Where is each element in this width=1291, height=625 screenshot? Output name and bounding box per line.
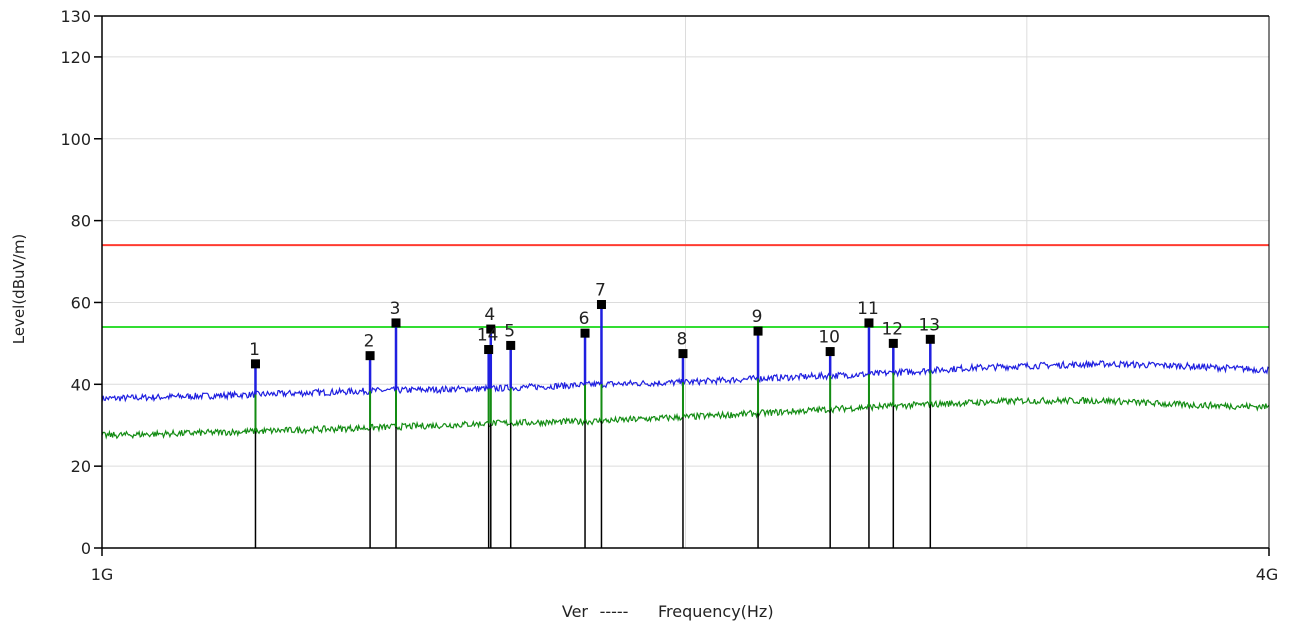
marker-label: 6 [579, 309, 590, 329]
limit-lines [102, 244, 1269, 329]
x-tick-label: 1G [91, 565, 114, 584]
grid-lines [102, 16, 1269, 548]
series-trace-1 [101, 359, 1270, 403]
marker-point [678, 349, 688, 359]
marker-point [250, 359, 260, 369]
marker-point [888, 338, 898, 348]
y-tick-label: 80 [71, 212, 91, 231]
y-tick-label: 60 [71, 293, 91, 312]
marker-label: 7 [595, 281, 606, 301]
y-tick-label: 120 [60, 48, 91, 67]
legend-dash: ----- [600, 602, 629, 621]
axes [101, 15, 1270, 549]
marker-point [365, 351, 375, 361]
marker-label: 13 [918, 315, 940, 335]
marker-label: 10 [818, 328, 840, 348]
marker-point [506, 340, 516, 350]
marker-point [864, 318, 874, 328]
marker-point [580, 328, 590, 338]
y-axis-label: Level(dBuV/m) [10, 234, 28, 345]
marker-point [825, 347, 835, 357]
x-axis-ticks: 1G 4G [91, 548, 1279, 584]
y-tick-label: 20 [71, 457, 91, 476]
x-axis-label: Frequency(Hz) [658, 602, 774, 621]
marker-label: 5 [504, 321, 515, 341]
marker-point [753, 326, 763, 336]
x-tick-label: 4G [1256, 565, 1279, 584]
y-tick-label: 130 [60, 7, 91, 26]
marker-point [391, 318, 401, 328]
y-axis-ticks: 0 20 40 60 80 100 120 130 [60, 7, 102, 558]
y-tick-label: 40 [71, 375, 91, 394]
marker-label: 1 [249, 340, 260, 360]
y-tick-label: 0 [81, 539, 91, 558]
marker-label: 8 [677, 330, 688, 350]
marker-label: 4 [484, 305, 495, 325]
marker-label: 3 [390, 299, 401, 319]
trace-series [101, 359, 1270, 440]
marker-label: 14 [477, 326, 499, 346]
marker-label: 9 [752, 307, 763, 327]
marker-point [486, 324, 496, 334]
marker-point [596, 300, 606, 310]
marker-point [925, 334, 935, 344]
marker-label: 12 [881, 319, 903, 339]
series-trace-2 [101, 395, 1270, 440]
marker-label: 2 [364, 332, 375, 352]
y-tick-label: 100 [60, 130, 91, 149]
legend-prefix: Ver [562, 602, 589, 621]
marker-point [484, 345, 494, 355]
marker-label: 11 [857, 299, 879, 319]
